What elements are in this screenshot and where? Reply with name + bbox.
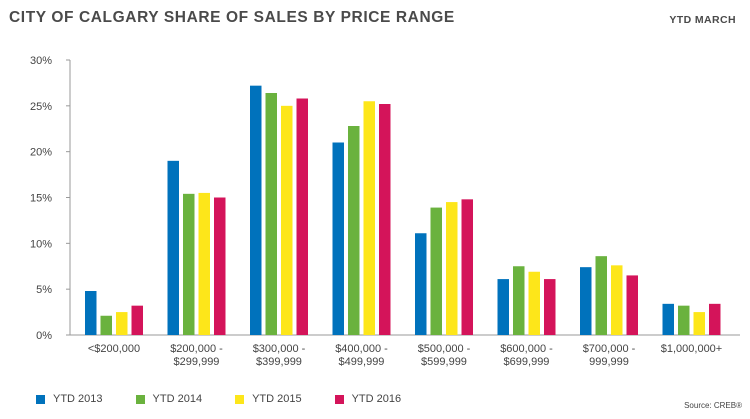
legend-label-2013: YTD 2013 <box>53 393 103 405</box>
bar-ytd-2014-3 <box>348 126 360 335</box>
x-tick-label-line: <$200,000 <box>88 343 140 355</box>
bar-ytd-2016-4 <box>461 199 473 335</box>
bar-ytd-2014-7 <box>678 305 690 335</box>
bar-ytd-2013-0 <box>85 291 97 335</box>
x-tick-label-line: $700,000 - <box>583 343 636 355</box>
x-tick-label: $700,000 -999,999 <box>583 343 636 368</box>
bar-ytd-2015-5 <box>528 271 540 335</box>
x-tick-label: $600,000 -$699,999 <box>500 343 553 368</box>
bar-ytd-2013-2 <box>250 85 262 336</box>
y-tick-label: 10% <box>30 238 52 250</box>
x-tick-label-line: $699,999 <box>504 356 550 368</box>
legend-swatch-2015 <box>235 394 245 404</box>
x-tick-label-line: $299,999 <box>174 356 220 368</box>
bar-ytd-2013-6 <box>580 267 592 335</box>
x-tick-label-line: $500,000 - <box>418 343 471 355</box>
bar-ytd-2015-1 <box>198 192 210 335</box>
x-tick-label: $400,000 -$499,999 <box>335 343 388 368</box>
x-tick-label: $1,000,000+ <box>661 343 722 355</box>
bar-ytd-2015-6 <box>611 265 623 335</box>
legend-item-2015: YTD 2015 <box>235 393 302 405</box>
x-tick-label-line: $499,999 <box>339 356 385 368</box>
bar-ytd-2013-3 <box>332 142 344 335</box>
x-tick-label-line: $200,000 - <box>170 343 223 355</box>
legend-item-2016: YTD 2016 <box>334 393 402 405</box>
bar-ytd-2014-5 <box>513 266 525 335</box>
x-tick-label: <$200,000 <box>88 343 140 355</box>
bar-ytd-2013-4 <box>415 233 427 335</box>
legend-label-2015: YTD 2015 <box>252 393 302 405</box>
bar-ytd-2014-6 <box>595 256 607 335</box>
x-tick-label-line: $300,000 - <box>253 343 306 355</box>
bar-ytd-2014-0 <box>100 315 112 335</box>
bar-ytd-2015-3 <box>363 101 375 335</box>
x-tick-label: $500,000 -$599,999 <box>418 343 471 368</box>
bar-ytd-2015-0 <box>116 312 128 335</box>
x-tick-label-line: $399,999 <box>256 356 302 368</box>
bar-ytd-2015-7 <box>693 312 705 335</box>
x-tick-label-line: $400,000 - <box>335 343 388 355</box>
x-tick-label-line: 999,999 <box>589 356 629 368</box>
legend-label-2014: YTD 2014 <box>152 393 203 405</box>
y-tick-label: 0% <box>36 330 52 342</box>
x-tick-label-line: $1,000,000+ <box>661 343 722 355</box>
bar-ytd-2016-6 <box>626 275 638 335</box>
chart-subtitle: YTD MARCH <box>669 14 736 26</box>
chart-title: CITY OF CALGARY SHARE OF SALES BY PRICE … <box>9 9 455 26</box>
bar-ytd-2016-1 <box>214 197 226 335</box>
bar-ytd-2014-1 <box>183 193 195 335</box>
bar-ytd-2013-7 <box>662 303 674 335</box>
bar-ytd-2016-5 <box>544 279 556 335</box>
legend-item-2014: YTD 2014 <box>135 393 203 405</box>
legend: YTD 2013 YTD 2014 YTD 2015 YTD 2016 <box>36 393 434 405</box>
bar-ytd-2016-2 <box>296 98 308 335</box>
y-tick-label: 30% <box>30 55 52 67</box>
bar-ytd-2014-2 <box>265 93 277 335</box>
bar-ytd-2013-1 <box>167 160 179 335</box>
bar-ytd-2015-4 <box>446 202 458 335</box>
x-tick-label: $300,000 -$399,999 <box>253 343 306 368</box>
bar-ytd-2014-4 <box>430 207 442 335</box>
x-tick-label-line: $599,999 <box>421 356 467 368</box>
y-tick-label: 25% <box>30 101 52 113</box>
y-tick-label: 15% <box>30 193 52 205</box>
source-note: Source: CREB® <box>684 401 742 410</box>
legend-swatch-2016 <box>334 394 344 404</box>
legend-swatch-2013 <box>36 394 45 404</box>
y-tick-label: 5% <box>36 284 52 296</box>
bar-chart: 0% 5% 10% 15% 20% 25% 30% <$200,000 $200,000 -$2… <box>30 55 740 368</box>
x-tick-label: $200,000 -$299,999 <box>170 343 223 368</box>
y-tick-label: 20% <box>30 147 52 159</box>
legend-label-2016: YTD 2016 <box>351 393 402 405</box>
bar-ytd-2016-3 <box>379 104 391 335</box>
x-tick-label-line: $600,000 - <box>500 343 553 355</box>
bar-ytd-2016-7 <box>709 303 721 335</box>
bar-ytd-2016-0 <box>131 305 143 335</box>
bar-ytd-2015-2 <box>281 105 293 335</box>
bar-ytd-2013-5 <box>497 279 509 335</box>
legend-swatch-2014 <box>135 394 145 404</box>
legend-item-2013: YTD 2013 <box>36 393 103 405</box>
